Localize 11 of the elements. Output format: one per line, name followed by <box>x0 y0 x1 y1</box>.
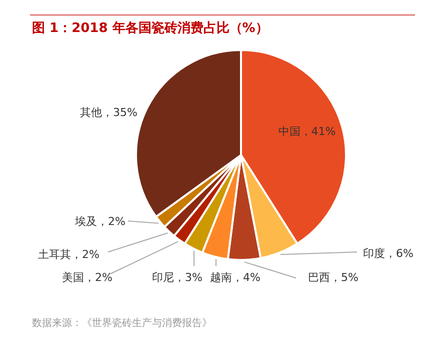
slice-label: 中国，41% <box>278 125 336 138</box>
slice-label: 埃及，2% <box>74 215 126 228</box>
slice-label: 巴西，5% <box>308 271 358 284</box>
source-note: 数据来源：《世界瓷砖生产与消费报告》 <box>32 317 212 329</box>
slice-label: 美国，2% <box>62 271 112 284</box>
slice-label: 印尼，3% <box>152 271 202 284</box>
slice-label: 越南，4% <box>210 271 260 284</box>
chart-title: 图 1：2018 年各国瓷砖消费占比（%） <box>32 20 268 36</box>
slice-label: 印度，6% <box>363 247 414 260</box>
slice-label: 其他，35% <box>80 106 138 119</box>
slice-label: 土耳其，2% <box>38 248 100 261</box>
